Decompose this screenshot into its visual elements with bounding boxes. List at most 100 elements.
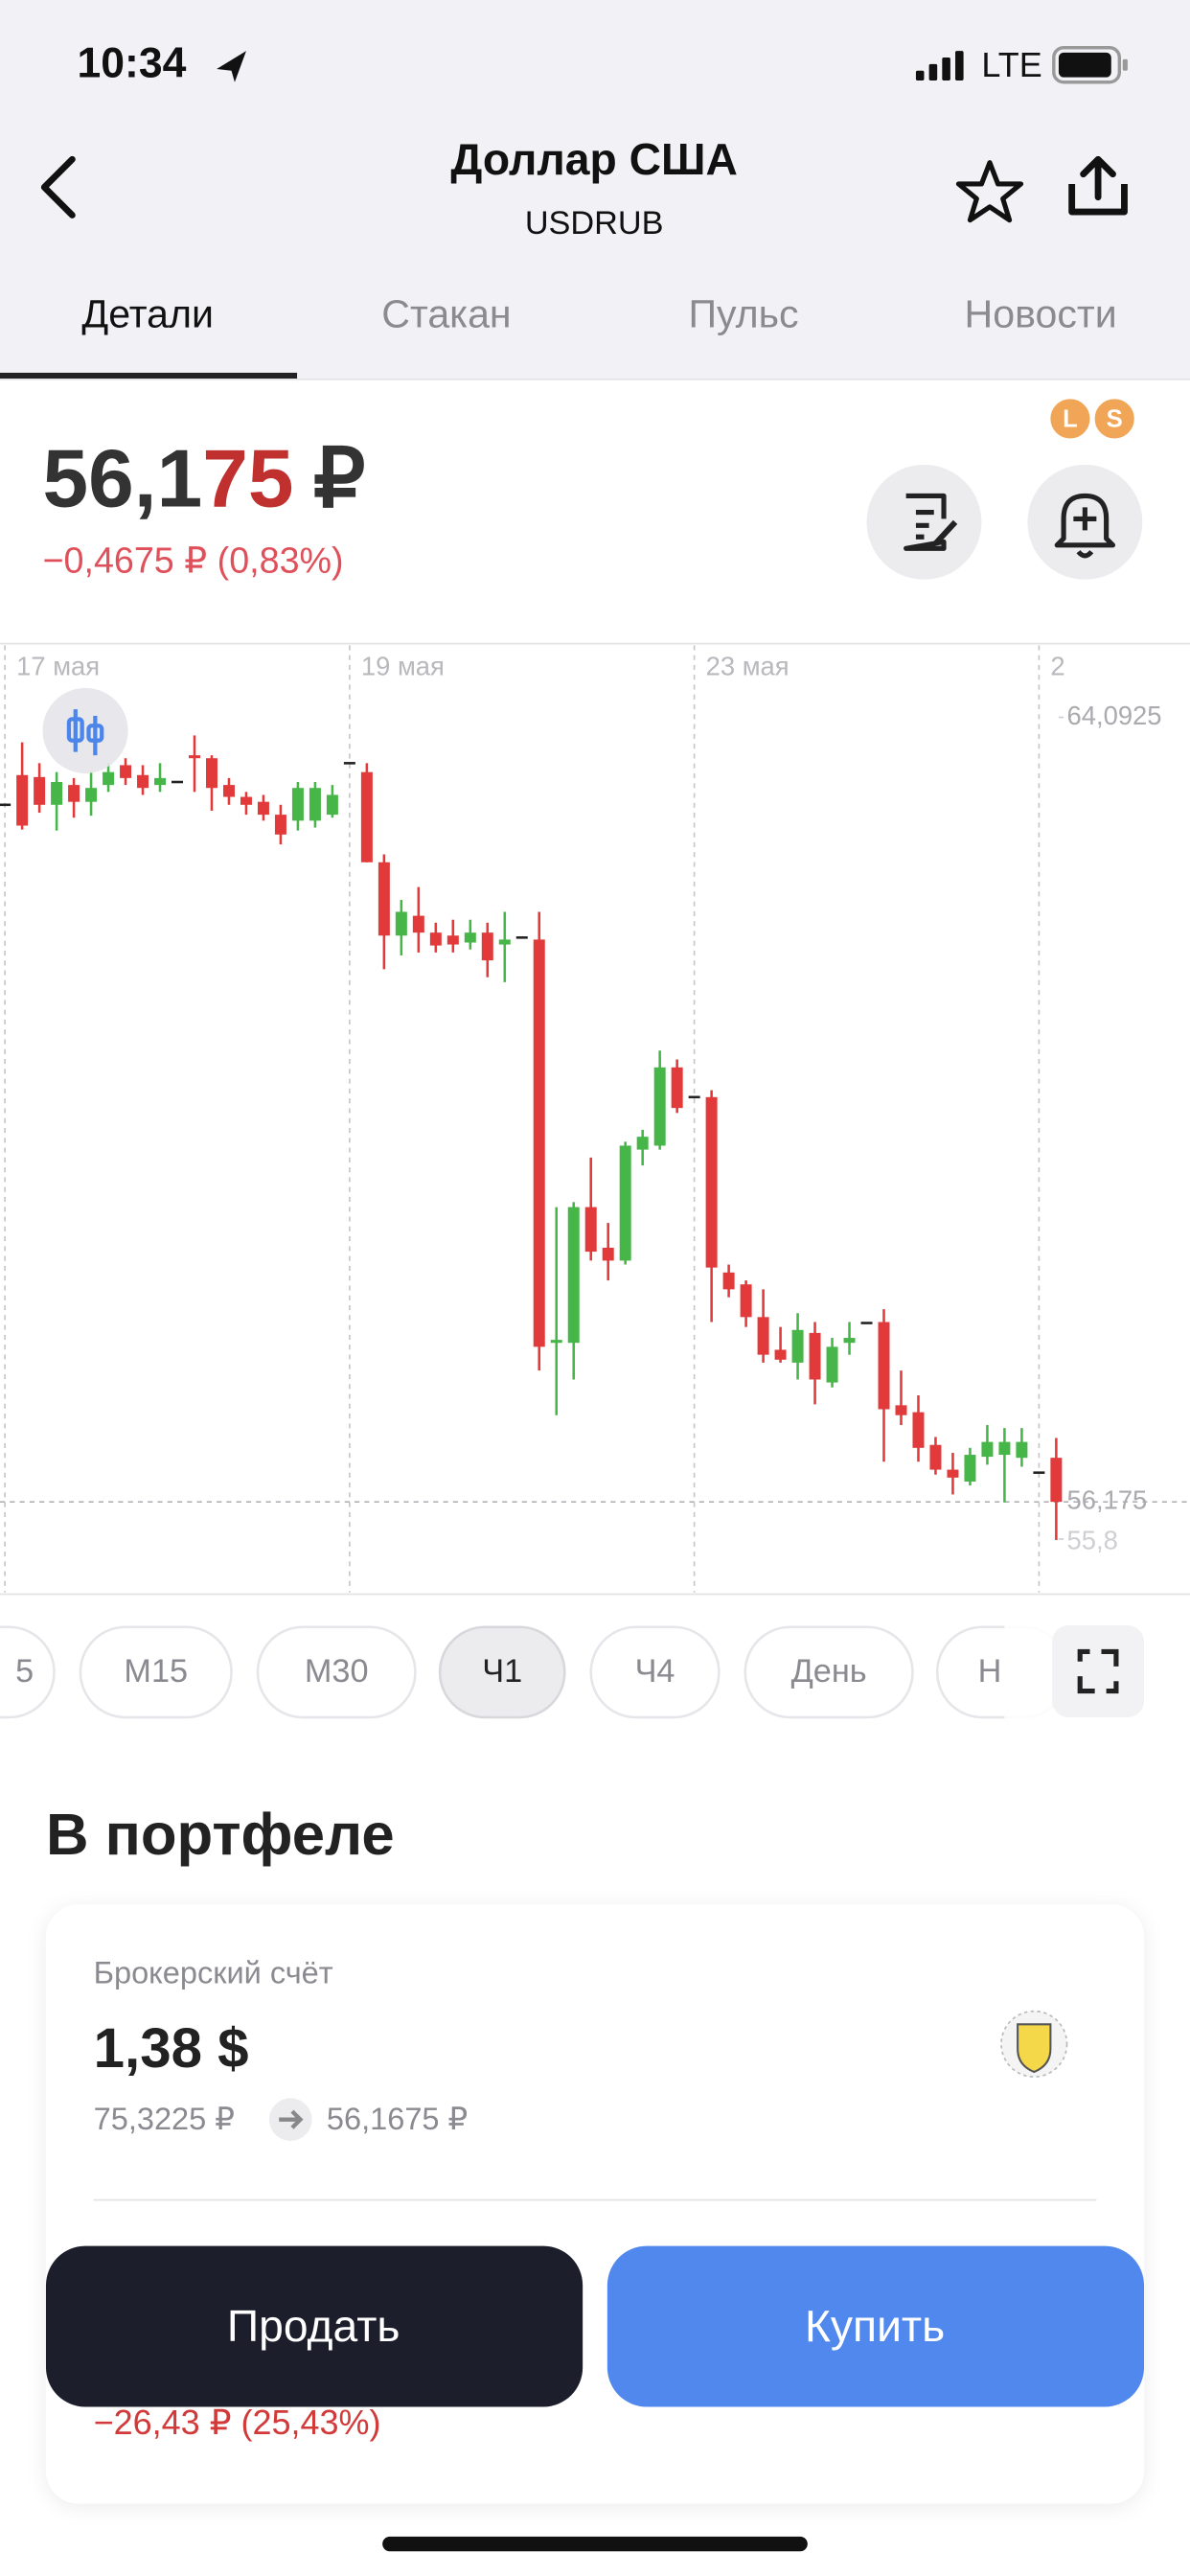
arrow-icon <box>279 2109 304 2129</box>
tab-underline <box>0 372 298 380</box>
candle-body <box>85 788 98 802</box>
buy-button[interactable] <box>606 2245 1145 2407</box>
price: 56,175 ₽ <box>43 432 366 524</box>
candle-body <box>498 939 511 945</box>
header-subtitle: USDRUB <box>525 205 664 242</box>
candle-body <box>843 1338 856 1344</box>
badge <box>1091 395 1138 442</box>
header-title: Доллар США <box>450 134 737 184</box>
candle-body <box>964 1455 976 1482</box>
alert-icon <box>1054 493 1116 559</box>
candle-body <box>326 794 338 816</box>
timeframe-label: Ч1 <box>482 1653 522 1690</box>
tab[interactable]: Стакан <box>381 292 511 336</box>
price-currency: ₽ <box>313 432 366 524</box>
notes-button[interactable] <box>866 464 982 580</box>
candle-body <box>172 780 184 784</box>
price-tail: 75 <box>202 432 293 524</box>
candle-body <box>981 1441 994 1458</box>
timeframe-label: М15 <box>124 1653 188 1690</box>
candle-body <box>584 1207 597 1253</box>
candle-body <box>446 935 459 945</box>
tab[interactable]: Пульс <box>688 292 798 336</box>
favorite-button[interactable] <box>955 160 1024 223</box>
timeframe-pill[interactable] <box>0 1625 56 1719</box>
timeframe-label: День <box>791 1653 867 1690</box>
candle-body <box>929 1444 942 1470</box>
location-icon <box>217 51 246 82</box>
bank-logo <box>1000 2010 1068 2079</box>
candle-body <box>1050 1458 1063 1503</box>
share-button[interactable] <box>1068 155 1128 216</box>
candle-body <box>1016 1441 1028 1459</box>
candle-body <box>34 776 46 805</box>
expand-button[interactable] <box>1052 1625 1145 1717</box>
candle-body <box>567 1207 580 1344</box>
timeframe-label: Ч4 <box>635 1653 675 1690</box>
timeframe-pill[interactable] <box>79 1625 233 1719</box>
badge-label: L <box>1063 405 1078 432</box>
chart-type-icon <box>66 709 104 756</box>
timeframe-pill[interactable] <box>438 1625 566 1719</box>
home-indicator <box>382 2536 808 2552</box>
candle-body <box>51 782 63 805</box>
candle-body <box>0 803 11 807</box>
tab[interactable]: Новости <box>965 292 1117 336</box>
candle-body <box>189 755 200 759</box>
candle-body <box>740 1284 752 1318</box>
candle-body <box>395 911 407 936</box>
timeframe-label: Н <box>978 1653 1002 1690</box>
candle-body <box>947 1469 959 1478</box>
candle-body <box>515 936 528 939</box>
candle-body <box>878 1322 890 1410</box>
candle-body <box>154 777 167 786</box>
candle-body <box>412 915 424 933</box>
buy-label: Купить <box>805 2301 945 2351</box>
timeframes: 5 М15 М30 Ч1 Ч4 День Н <box>0 1625 1070 1719</box>
candle-body <box>688 1095 700 1099</box>
timeframe-label: 5 <box>15 1653 34 1690</box>
candle-body <box>68 785 80 802</box>
portfolio-title: В портфеле <box>46 1802 395 1868</box>
timeframe-pill[interactable] <box>589 1625 721 1719</box>
battery-icon <box>1052 46 1128 84</box>
current-price: 56,1675 ₽ <box>327 2102 468 2136</box>
candle-body <box>533 939 545 1347</box>
candle-body <box>602 1247 614 1261</box>
back-button[interactable] <box>40 155 76 218</box>
candle-body <box>705 1096 718 1268</box>
candle-body <box>429 932 442 946</box>
price-change: −0,4675 ₽ (0,83%) <box>43 540 344 581</box>
candle-body <box>912 1412 925 1448</box>
status-time: 10:34 <box>78 39 187 86</box>
chart-type-button[interactable] <box>42 687 128 773</box>
position-amount: 1,38 $ <box>94 2017 249 2080</box>
candle-body <box>240 796 252 805</box>
timeframe-fade <box>1004 1617 1054 1726</box>
candle-body <box>998 1441 1011 1456</box>
timeframe-pill[interactable] <box>744 1625 914 1719</box>
sell-button[interactable] <box>45 2245 584 2407</box>
y-tick-label: 56,175 <box>1067 1484 1148 1514</box>
candle-body <box>619 1145 631 1261</box>
candle-body <box>809 1332 821 1380</box>
x-tick-label: 19 мая <box>361 652 445 681</box>
candlestick-chart: 17 мая 19 мая 23 мая 264,0925 56,175 55,8 <box>0 645 1190 1593</box>
candle-body <box>895 1405 907 1415</box>
tab[interactable]: Детали <box>81 292 214 336</box>
y-tick-label: 64,0925 <box>1067 701 1162 730</box>
badge-label: S <box>1107 405 1123 432</box>
candle-body <box>722 1272 735 1290</box>
candle-body <box>378 862 390 936</box>
candle-body <box>671 1067 683 1109</box>
timeframe-pill[interactable] <box>256 1625 417 1719</box>
candle-body <box>757 1317 769 1355</box>
timeframe-label: М30 <box>305 1653 369 1690</box>
candle-body <box>257 801 269 816</box>
candle-body <box>550 1340 562 1344</box>
status-network: LTE <box>981 45 1041 84</box>
candle-body <box>774 1349 787 1360</box>
candle-body <box>791 1329 804 1363</box>
